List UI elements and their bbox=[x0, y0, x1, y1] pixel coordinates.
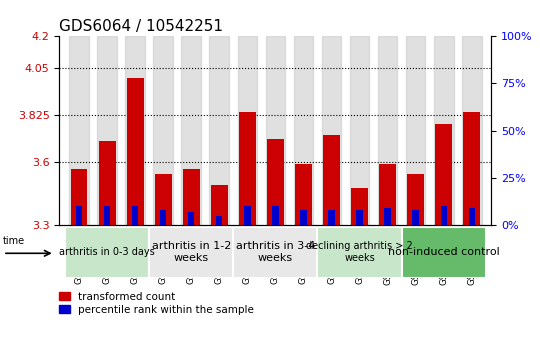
Bar bbox=[463, 112, 480, 225]
Bar bbox=[434, 36, 454, 225]
Bar bbox=[153, 36, 173, 225]
Bar bbox=[244, 206, 251, 225]
Bar bbox=[216, 216, 222, 225]
Bar bbox=[132, 206, 138, 225]
Bar bbox=[267, 139, 284, 225]
Text: arthritis in 1-2
weeks: arthritis in 1-2 weeks bbox=[152, 241, 231, 263]
Bar bbox=[462, 36, 482, 225]
Text: GDS6064 / 10542251: GDS6064 / 10542251 bbox=[59, 19, 224, 34]
Bar bbox=[379, 164, 396, 225]
Bar bbox=[183, 170, 200, 225]
Bar bbox=[97, 36, 117, 225]
Bar bbox=[272, 206, 279, 225]
Bar bbox=[406, 36, 426, 225]
Bar bbox=[71, 170, 87, 225]
Bar bbox=[65, 227, 149, 278]
Bar bbox=[441, 206, 447, 225]
Text: time: time bbox=[3, 236, 25, 246]
Bar bbox=[181, 36, 201, 225]
Legend: transformed count, percentile rank within the sample: transformed count, percentile rank withi… bbox=[59, 292, 254, 315]
Bar bbox=[328, 210, 335, 225]
Bar bbox=[322, 36, 341, 225]
Bar bbox=[469, 208, 475, 225]
Bar bbox=[149, 227, 233, 278]
Bar bbox=[238, 36, 257, 225]
Bar bbox=[76, 206, 82, 225]
Text: declining arthritis > 2
weeks: declining arthritis > 2 weeks bbox=[306, 241, 413, 263]
Bar bbox=[351, 188, 368, 225]
Bar bbox=[413, 210, 419, 225]
Bar bbox=[127, 78, 144, 225]
Bar bbox=[294, 36, 313, 225]
Bar bbox=[435, 125, 452, 225]
Bar bbox=[69, 36, 89, 225]
Bar bbox=[300, 210, 307, 225]
Bar bbox=[188, 212, 194, 225]
Bar bbox=[295, 164, 312, 225]
Bar bbox=[356, 210, 363, 225]
Bar bbox=[407, 174, 424, 225]
Bar bbox=[160, 210, 166, 225]
Text: arthritis in 0-3 days: arthritis in 0-3 days bbox=[59, 247, 155, 257]
Bar bbox=[350, 36, 369, 225]
Bar bbox=[318, 227, 402, 278]
Bar bbox=[125, 36, 145, 225]
Bar bbox=[155, 174, 172, 225]
Bar bbox=[266, 36, 285, 225]
Bar bbox=[233, 227, 318, 278]
Bar bbox=[378, 36, 397, 225]
Bar bbox=[402, 227, 486, 278]
Bar bbox=[99, 141, 116, 225]
Bar bbox=[384, 208, 391, 225]
Bar bbox=[210, 36, 229, 225]
Text: arthritis in 3-4
weeks: arthritis in 3-4 weeks bbox=[236, 241, 315, 263]
Bar bbox=[104, 206, 110, 225]
Text: non-induced control: non-induced control bbox=[388, 247, 500, 257]
Bar bbox=[323, 135, 340, 225]
Bar bbox=[239, 112, 256, 225]
Bar bbox=[211, 185, 228, 225]
